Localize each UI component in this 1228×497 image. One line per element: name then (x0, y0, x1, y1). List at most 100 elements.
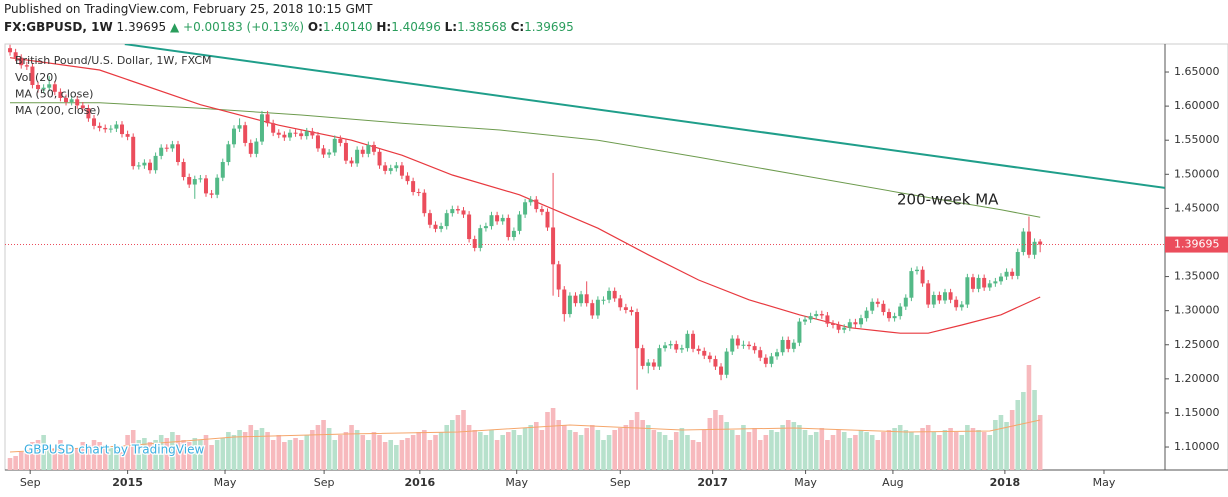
volume-bar (561, 425, 567, 470)
volume-bar (214, 440, 220, 470)
candle-body (220, 162, 225, 178)
volume-bar (231, 435, 237, 470)
legend-title: British Pound/U.S. Dollar, 1W, FXCM (15, 54, 212, 67)
last-price-label: 1.39695 (1174, 238, 1220, 251)
candle-body (601, 299, 606, 301)
volume-bar (80, 442, 86, 470)
ohlc-value: 1.38568 (457, 20, 507, 34)
volume-bar (1037, 415, 1043, 470)
volume-bar (102, 445, 108, 470)
x-tick-label: 2017 (697, 476, 728, 489)
volume-bar (685, 435, 690, 470)
volume-bar (276, 435, 282, 470)
candle-body (651, 362, 656, 367)
candle-body (332, 138, 337, 153)
candle-body (148, 162, 152, 171)
annotation: 200-week MA (897, 191, 999, 209)
candle-body (444, 213, 449, 227)
candle-body (674, 344, 679, 350)
candle-body (954, 299, 959, 308)
candle-body (41, 87, 46, 90)
candle-body (1021, 231, 1026, 253)
candle-body (433, 224, 438, 229)
candle-body (814, 314, 819, 317)
candle-body (506, 217, 511, 238)
change: ▲ +0.00183 (+0.13%) (170, 20, 305, 34)
volume-bar (349, 425, 354, 470)
volume-bar (769, 430, 774, 470)
candle-body (30, 66, 35, 85)
volume-bar (366, 440, 371, 470)
volume-bar (478, 432, 483, 470)
candle-body (819, 314, 824, 316)
volume-bar (494, 440, 500, 470)
candle-body (343, 142, 348, 161)
volume-bar (242, 432, 248, 470)
volume-bar (640, 420, 645, 470)
volume-bar (864, 432, 869, 470)
candle-body (327, 152, 332, 155)
legend-entry: Vol (20) (15, 71, 58, 84)
candle-body (120, 124, 125, 135)
candle-body (752, 346, 757, 351)
candle-body (472, 239, 477, 248)
candle-body (590, 303, 595, 316)
volume-bar (528, 425, 533, 470)
candle-body (254, 141, 259, 154)
volume-bar (461, 410, 466, 470)
candle-body (875, 301, 880, 304)
volume-bar (1015, 400, 1021, 470)
volume-bar (416, 432, 422, 470)
volume-bar (920, 428, 925, 470)
candle-body (259, 114, 264, 142)
volume-bar (410, 435, 416, 470)
candle-body (439, 226, 444, 229)
candle-body (304, 131, 309, 137)
candle-body (859, 318, 864, 325)
volume-bar (237, 430, 242, 470)
candle-body (422, 192, 427, 214)
ohlc-label: L: (444, 20, 458, 34)
candle-body (383, 165, 388, 171)
candle-body (534, 199, 539, 210)
volume-bar (315, 425, 321, 470)
candle-body (159, 147, 164, 156)
volume-bar (24, 450, 30, 470)
volume-bar (802, 430, 808, 470)
volume-bar (405, 438, 410, 470)
volume-bar (394, 445, 399, 470)
volume-bar (948, 428, 953, 470)
volume-bar (158, 435, 164, 470)
candle-body (495, 215, 500, 222)
y-tick-label: 1.20000 (1174, 372, 1220, 385)
volume-bar (701, 430, 707, 470)
volume-bar (903, 430, 909, 470)
volume-bar (450, 420, 455, 470)
candle-body (780, 339, 785, 353)
candle-body (489, 215, 494, 227)
y-tick-label: 1.65000 (1174, 65, 1220, 78)
x-tick-label: 2018 (990, 476, 1021, 489)
candle-body (556, 264, 561, 290)
volume-bar (813, 432, 819, 470)
volume-bar (69, 452, 74, 470)
candle-body (388, 168, 393, 171)
candle-body (1015, 252, 1020, 276)
volume-bar (937, 435, 942, 470)
candle-body (450, 209, 455, 214)
volume-bar (993, 420, 998, 470)
volume-bar (304, 435, 310, 470)
volume-bar (517, 435, 522, 470)
volume-bar (601, 440, 606, 470)
volume-bar (953, 432, 959, 470)
candle-body (976, 277, 981, 289)
volume-bar (108, 448, 114, 470)
y-tick-label: 1.15000 (1174, 406, 1220, 419)
volume-bar (506, 432, 511, 470)
volume-bar (741, 425, 746, 470)
volume-bar (718, 415, 724, 470)
volume-bar (612, 430, 617, 470)
volume-bar (192, 438, 198, 470)
candle-body (69, 99, 74, 103)
volume-bar (970, 428, 976, 470)
